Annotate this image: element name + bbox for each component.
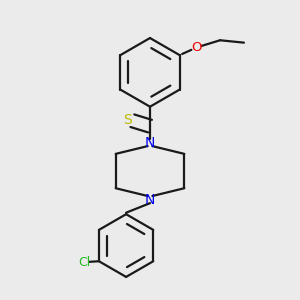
Text: N: N bbox=[145, 136, 155, 149]
Text: N: N bbox=[145, 193, 155, 207]
Text: S: S bbox=[123, 112, 132, 127]
Text: Cl: Cl bbox=[78, 256, 90, 268]
Text: O: O bbox=[191, 41, 201, 54]
